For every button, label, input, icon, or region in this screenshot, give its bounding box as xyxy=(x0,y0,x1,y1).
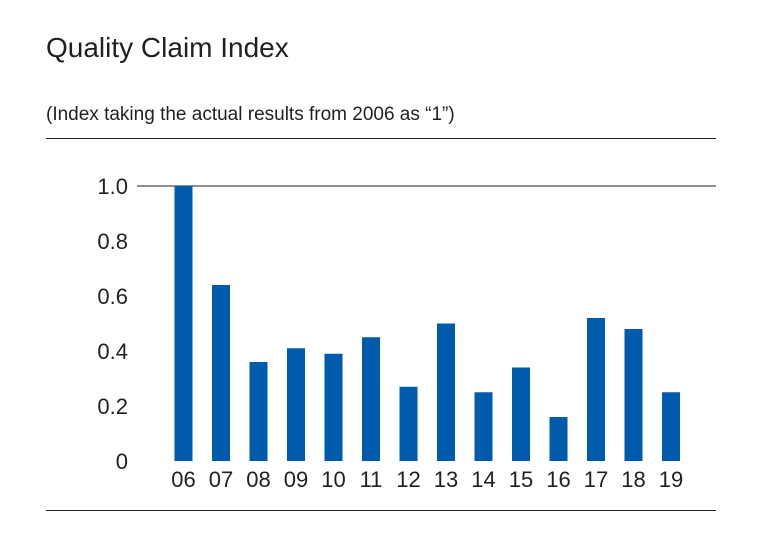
x-tick-label: 10 xyxy=(321,467,345,492)
y-tick-label: 0.8 xyxy=(97,229,128,254)
y-tick-label: 0.4 xyxy=(97,339,128,364)
bar-12 xyxy=(399,386,418,461)
y-tick-label: 1.0 xyxy=(97,174,128,199)
bar-15 xyxy=(512,367,530,461)
x-tick-label: 07 xyxy=(209,467,233,492)
bar-19 xyxy=(662,392,680,461)
bar-13 xyxy=(437,323,455,461)
x-tick-label: 19 xyxy=(659,467,683,492)
x-axis-tick-labels: 06 07 08 09 10 11 12 13 14 15 16 17 18 19 xyxy=(171,467,683,492)
x-tick-label: 09 xyxy=(284,467,308,492)
x-tick-label: 14 xyxy=(471,467,495,492)
x-tick-label: 18 xyxy=(621,467,645,492)
y-tick-label: 0.2 xyxy=(97,394,128,419)
bar-06 xyxy=(174,186,193,461)
bar-11 xyxy=(362,337,380,461)
chart-subtitle: (Index taking the actual results from 20… xyxy=(46,104,455,125)
bars xyxy=(174,186,680,461)
bar-09 xyxy=(287,348,305,461)
chart-title: Quality Claim Index xyxy=(46,32,289,63)
bar-17 xyxy=(587,318,605,461)
top-divider xyxy=(46,138,716,139)
bar-10 xyxy=(324,353,343,461)
bar-07 xyxy=(212,285,230,461)
bar-18 xyxy=(624,329,643,461)
y-axis-tick-labels: 0 0.2 0.4 0.6 0.8 1.0 xyxy=(97,174,128,474)
y-tick-label: 0 xyxy=(116,449,128,474)
bar-16 xyxy=(549,417,568,461)
x-tick-label: 15 xyxy=(509,467,533,492)
x-tick-label: 08 xyxy=(246,467,270,492)
bar-14 xyxy=(474,392,493,461)
x-tick-label: 16 xyxy=(546,467,570,492)
x-tick-label: 13 xyxy=(434,467,458,492)
x-tick-label: 12 xyxy=(396,467,420,492)
bottom-divider xyxy=(46,510,716,511)
bar-08 xyxy=(249,362,268,461)
y-tick-label: 0.6 xyxy=(97,284,128,309)
x-tick-label: 11 xyxy=(360,467,383,492)
x-tick-label: 06 xyxy=(171,467,195,492)
x-tick-label: 17 xyxy=(584,467,608,492)
